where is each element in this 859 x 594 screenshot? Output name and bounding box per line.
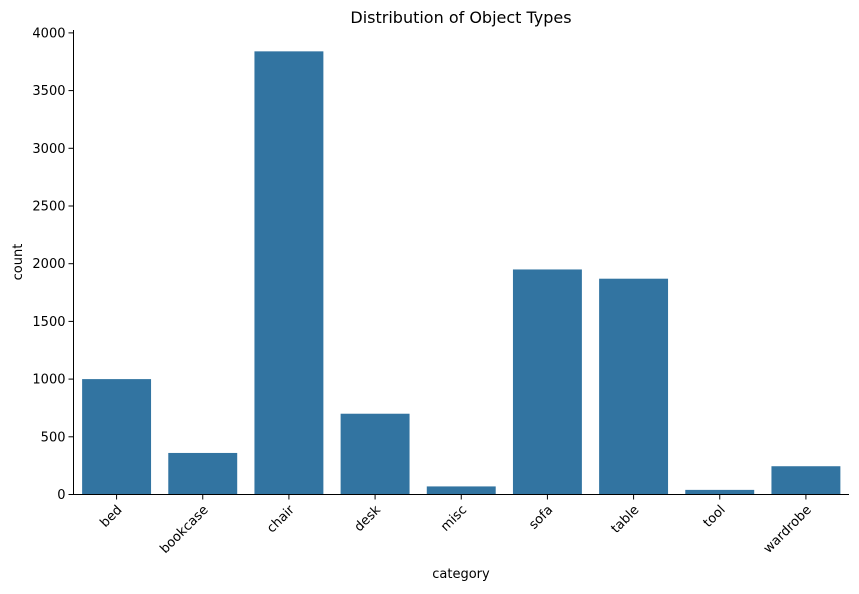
y-tick-label: 3500 [32, 84, 65, 99]
x-tick-label: wardrobe [761, 503, 815, 557]
y-tick-label: 0 [57, 488, 65, 503]
bar-chair [254, 51, 324, 495]
y-tick-label: 1000 [32, 373, 65, 388]
bars-layer [82, 51, 841, 495]
bar-table [599, 278, 669, 495]
x-axis-label: category [432, 567, 490, 582]
bar-tool [685, 489, 755, 495]
x-tick-label: chair [264, 502, 298, 536]
x-tick-label: bookcase [157, 503, 211, 557]
chart-title: Distribution of Object Types [350, 8, 571, 27]
y-ticks-layer: 0 500 1000 1500 2000 2500 3000 3500 4000 [32, 26, 74, 503]
bar-wardrobe [771, 466, 841, 495]
x-tick-label: sofa [526, 503, 556, 533]
x-tick-label: table [609, 503, 643, 537]
x-tick-label: tool [701, 503, 729, 531]
bar-bookcase [168, 452, 238, 495]
axes-layer [73, 30, 849, 495]
bar-bed [82, 379, 152, 495]
y-axis-label: count [11, 244, 26, 281]
bar-misc [426, 486, 496, 495]
bar-sofa [512, 269, 582, 495]
y-tick-label: 2000 [32, 257, 65, 272]
x-tick-label: misc [438, 503, 470, 535]
x-tick-label: bed [97, 503, 125, 531]
x-tick-label: desk [352, 502, 385, 535]
bar-desk [340, 413, 410, 495]
y-tick-label: 1500 [32, 315, 65, 330]
y-tick-label: 3000 [32, 142, 65, 157]
y-tick-label: 4000 [32, 26, 65, 41]
x-ticks-layer: bed bookcase chair desk misc sofa table tool war… [97, 494, 815, 557]
y-tick-label: 500 [41, 430, 66, 445]
y-tick-label: 2500 [32, 199, 65, 214]
